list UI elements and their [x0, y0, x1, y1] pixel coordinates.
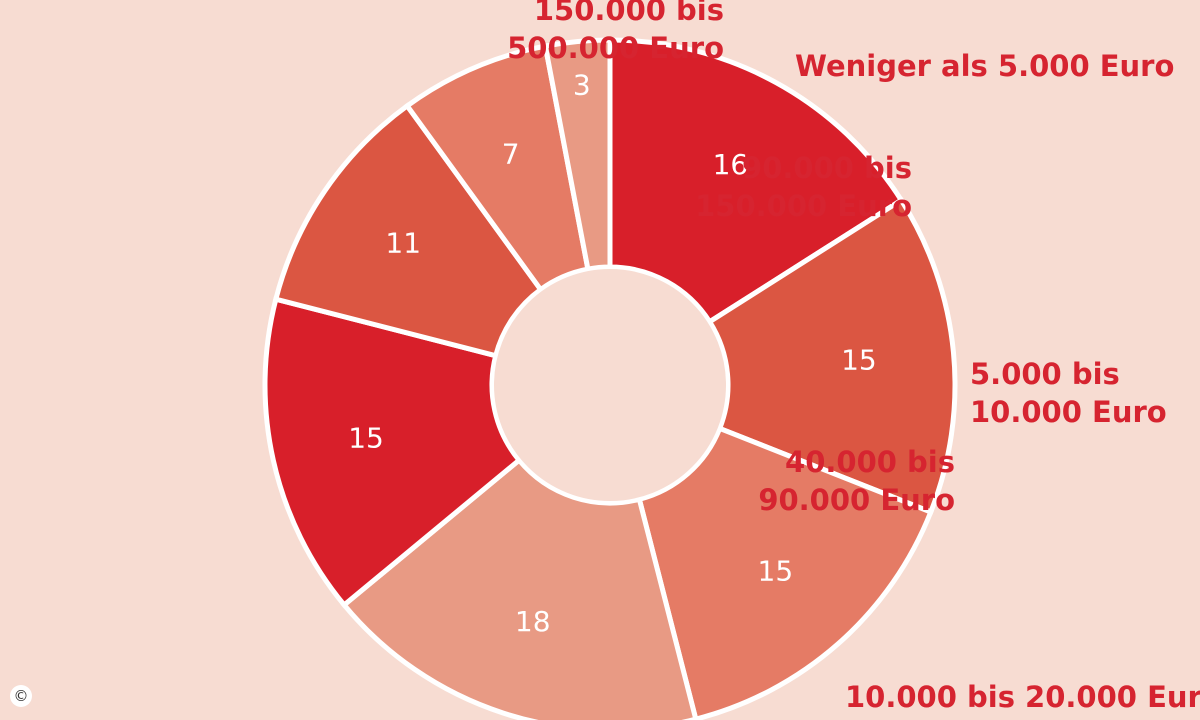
category-label-6: 150.000 bis 500.000 Euro [507, 0, 724, 67]
slice-value-label-5: 11 [385, 226, 421, 259]
category-label-4: 40.000 bis 90.000 Euro [758, 443, 955, 519]
category-label-line: 500.000 Euro [507, 31, 724, 65]
category-label-line: 150.000 bis [533, 0, 724, 27]
slice-value-label-0: 16 [713, 148, 749, 181]
category-label-line: 90.000 Euro [758, 483, 955, 517]
copyright-icon: © [10, 685, 32, 707]
category-label-line: 10.000 bis 20.000 Euro [845, 680, 1200, 714]
category-label-line: 10.000 Euro [970, 395, 1167, 429]
category-label-2: 10.000 bis 20.000 Euro [845, 678, 1200, 716]
donut-hole [490, 265, 730, 505]
slice-value-label-6: 7 [502, 138, 520, 171]
slice-value-label-7: 3 [573, 68, 591, 101]
slice-value-label-4: 15 [348, 422, 384, 455]
category-label-line: Weniger als 5.000 Euro [795, 49, 1175, 83]
category-label-line: 150.000 Euro [695, 189, 912, 223]
category-label-line: 5.000 bis [970, 357, 1120, 391]
slice-value-label-2: 15 [758, 555, 794, 588]
slice-value-label-1: 15 [841, 343, 877, 376]
category-label-line: 90.000 bis [742, 151, 912, 185]
category-label-0: Weniger als 5.000 Euro [795, 47, 1174, 85]
category-label-1: 5.000 bis 10.000 Euro [970, 355, 1167, 431]
category-label-5: 90.000 bis 150.000 Euro [695, 149, 912, 225]
category-label-line: 40.000 bis [785, 445, 955, 479]
slice-value-label-3: 18 [515, 605, 551, 638]
